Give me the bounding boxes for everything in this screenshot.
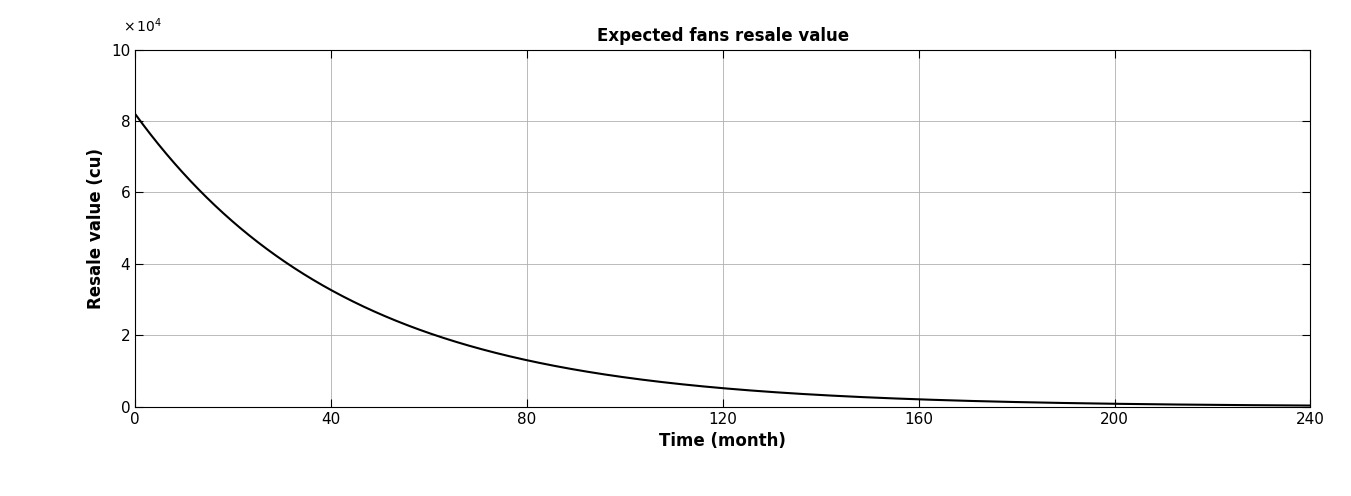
Y-axis label: Resale value (cu): Resale value (cu) xyxy=(88,148,105,309)
Text: $\times\,10^4$: $\times\,10^4$ xyxy=(123,17,162,35)
Title: Expected fans resale value: Expected fans resale value xyxy=(597,27,848,45)
X-axis label: Time (month): Time (month) xyxy=(659,432,786,450)
